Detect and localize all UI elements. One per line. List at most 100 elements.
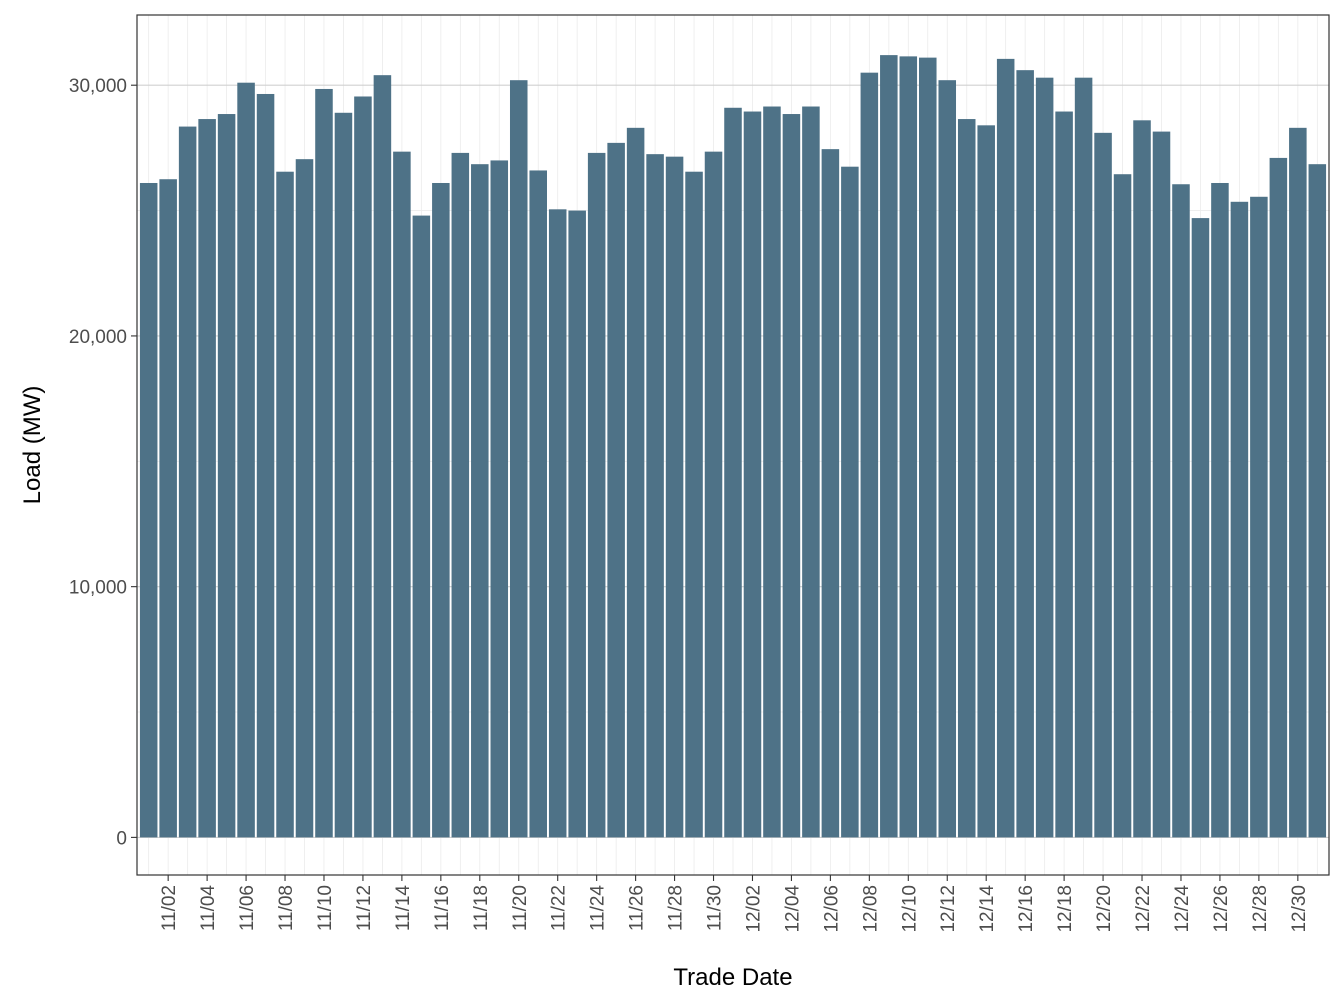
bar	[821, 149, 840, 838]
x-tick-label: 12/26	[1211, 885, 1232, 933]
bar	[490, 160, 509, 838]
y-axis-title: Load (MW)	[19, 386, 46, 505]
bar	[217, 114, 236, 838]
bar	[1172, 184, 1190, 838]
x-tick-label: 11/24	[588, 885, 609, 932]
bar	[139, 182, 158, 838]
x-tick-label: 12/14	[977, 885, 998, 933]
x-tick-label: 12/20	[1094, 885, 1115, 933]
bar	[665, 156, 684, 838]
x-tick-label: 11/14	[393, 885, 414, 932]
x-tick-label: 11/20	[510, 885, 531, 931]
bar	[802, 106, 820, 838]
x-tick-label: 12/02	[743, 885, 764, 933]
y-tick-label: 0	[116, 828, 127, 849]
bar	[334, 112, 353, 838]
x-tick-label: 11/22	[549, 885, 570, 931]
x-tick-label: 12/08	[860, 885, 881, 933]
bar	[938, 80, 957, 838]
bar	[451, 152, 470, 838]
bar	[626, 127, 645, 838]
panel-border	[136, 14, 1330, 876]
bar	[1133, 120, 1151, 838]
bar	[354, 96, 372, 838]
bar	[529, 170, 547, 838]
x-tick-label: 11/18	[471, 885, 492, 931]
bar	[159, 179, 177, 838]
bar	[646, 154, 664, 838]
x-tick-label: 12/10	[899, 885, 920, 933]
y-tick-label: 10,000	[69, 578, 127, 599]
x-tick-label: 12/24	[1172, 885, 1193, 933]
bar	[1074, 77, 1093, 838]
bar	[1152, 131, 1171, 838]
bar	[1230, 201, 1249, 838]
y-tick-label: 30,000	[69, 76, 127, 97]
x-tick-label: 11/02	[159, 885, 180, 931]
x-tick-label: 12/18	[1055, 885, 1076, 933]
bar	[393, 151, 411, 838]
bar	[1016, 70, 1034, 838]
bar	[432, 182, 450, 838]
bar	[548, 209, 567, 838]
x-tick-label: 11/10	[315, 885, 336, 931]
bar	[412, 215, 431, 838]
bar	[1308, 164, 1327, 838]
bar	[919, 57, 937, 838]
bar	[1191, 218, 1210, 838]
x-tick-label: 11/26	[627, 885, 648, 931]
bar	[256, 93, 275, 838]
x-tick-label: 11/30	[705, 885, 726, 931]
bar	[237, 82, 255, 838]
bar	[1113, 174, 1132, 838]
bar	[295, 159, 314, 838]
bar	[276, 171, 294, 838]
y-axis: 0 10,000 20,000 30,000	[69, 76, 137, 849]
x-tick-label: 11/06	[237, 885, 258, 931]
y-tick-label: 20,000	[69, 327, 127, 348]
x-tick-label: 12/04	[782, 885, 803, 933]
bar	[996, 58, 1015, 838]
bar	[178, 126, 197, 838]
bar	[763, 106, 781, 838]
bar	[860, 72, 879, 838]
bar	[509, 80, 528, 838]
bar	[1289, 127, 1307, 838]
bar	[1250, 196, 1268, 838]
bar	[198, 119, 216, 838]
x-tick-label: 11/28	[666, 885, 687, 931]
x-tick-label: 12/22	[1133, 885, 1154, 933]
bar	[957, 119, 976, 838]
x-tick-label: 12/06	[821, 885, 842, 933]
x-tick-label: 12/30	[1289, 885, 1310, 933]
bar	[373, 75, 392, 838]
bar	[724, 107, 742, 838]
bar	[841, 166, 859, 838]
bar	[568, 210, 586, 838]
bar	[471, 164, 489, 838]
x-tick-label: 11/08	[276, 885, 297, 931]
x-tick-label: 11/12	[354, 885, 375, 931]
x-tick-label: 12/12	[938, 885, 959, 933]
x-tick-label: 11/04	[198, 885, 219, 932]
x-axis: 11/02 11/04 11/06 11/08 11/10 11/12 11/14 11/16…	[159, 875, 1310, 933]
bar	[1211, 182, 1229, 838]
bar	[607, 142, 625, 838]
bar	[880, 55, 898, 838]
bar	[587, 152, 606, 838]
bar	[782, 114, 801, 838]
bar	[1055, 111, 1073, 838]
x-tick-label: 12/16	[1016, 885, 1037, 933]
bars	[139, 55, 1327, 838]
bar	[899, 56, 918, 838]
x-axis-title: Trade Date	[673, 964, 792, 991]
bar	[1269, 157, 1288, 838]
bar	[743, 111, 762, 838]
bar	[1094, 132, 1112, 838]
bar	[685, 171, 703, 838]
bar	[704, 151, 723, 838]
bar	[315, 88, 333, 838]
bar	[1035, 77, 1054, 838]
